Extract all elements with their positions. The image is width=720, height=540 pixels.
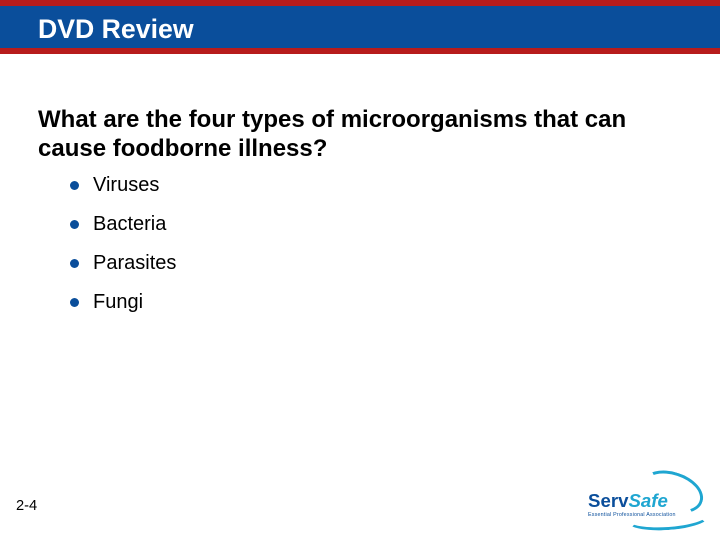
slide-title: DVD Review [38, 14, 194, 45]
logo-brand-safe: Safe [628, 490, 667, 511]
servsafe-logo: ServSafe Essential Professional Associat… [588, 476, 704, 528]
list-item: Viruses [70, 174, 176, 197]
list-item: Bacteria [70, 213, 176, 236]
bullet-label: Bacteria [93, 213, 166, 236]
logo-brand-serv: Serv [588, 490, 628, 511]
list-item: Parasites [70, 252, 176, 275]
bullet-dot-icon [70, 181, 79, 190]
bullet-dot-icon [70, 259, 79, 268]
header-bottom-bar [0, 48, 720, 54]
list-item: Fungi [70, 291, 176, 314]
bullet-label: Fungi [93, 291, 143, 314]
question-text: What are the four types of microorganism… [38, 106, 658, 164]
bullet-list: Viruses Bacteria Parasites Fungi [70, 174, 176, 314]
bullet-dot-icon [70, 220, 79, 229]
bullet-label: Viruses [93, 174, 159, 197]
slide-number: 2-4 [16, 498, 37, 514]
logo-brand-text: ServSafe [588, 490, 668, 512]
logo-subtext: Essential Professional Association [588, 512, 676, 518]
bullet-label: Parasites [93, 252, 176, 275]
bullet-dot-icon [70, 298, 79, 307]
